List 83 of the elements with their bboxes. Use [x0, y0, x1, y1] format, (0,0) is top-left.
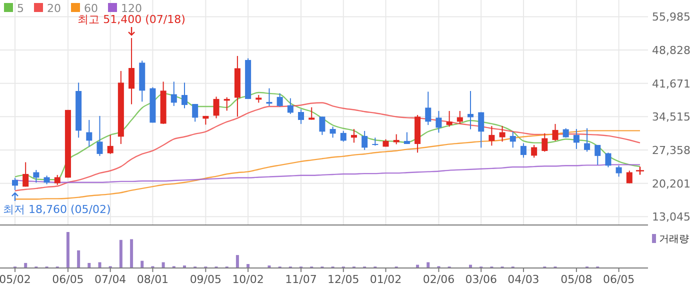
candlestick [488, 125, 495, 146]
candlestick [22, 162, 29, 188]
candlestick [128, 38, 135, 105]
y-tick-label: 27,358 [652, 144, 690, 157]
candlestick [456, 110, 463, 124]
x-tick-label: 05/08 [560, 273, 592, 286]
candlestick [266, 88, 272, 106]
y-tick-label: 41,671 [652, 77, 690, 90]
x-tick-label: 03/06 [465, 273, 497, 286]
legend-label: 60 [84, 2, 98, 15]
candlestick [605, 152, 612, 168]
candlestick [468, 90, 474, 130]
bar [236, 255, 239, 268]
candlestick [520, 142, 526, 158]
candlestick [478, 112, 484, 148]
legend-label: 20 [47, 2, 61, 15]
y-tick-label: 55,985 [652, 10, 690, 24]
candlestick [350, 128, 357, 144]
x-tick-label: 10/02 [232, 273, 264, 286]
x-tick-label: 07/04 [94, 273, 126, 286]
y-tick-label: 20,201 [652, 177, 690, 190]
candlestick [276, 92, 283, 108]
bar [426, 262, 430, 268]
x-tick-label: 12/05 [328, 273, 360, 286]
bar [66, 232, 70, 268]
bar [140, 260, 144, 268]
candlestick [404, 132, 410, 144]
candlestick [542, 132, 548, 152]
candlestick [192, 103, 198, 122]
bar [119, 240, 122, 268]
candlestick [584, 128, 590, 152]
y-tick-label: 13,045 [652, 210, 690, 224]
candlestick [86, 119, 92, 148]
candlestick [594, 144, 601, 166]
candlestick [330, 126, 336, 138]
bar [162, 262, 165, 268]
candlestick [287, 98, 294, 114]
candlestick [510, 131, 516, 148]
line-series [14, 130, 641, 200]
annotation: 최저 18,760 (05/02) [3, 203, 111, 216]
bar [98, 262, 102, 268]
candlestick [499, 125, 506, 142]
candlestick [626, 170, 632, 184]
legend-label: 거래량 [659, 234, 689, 245]
candlestick [170, 81, 177, 106]
candlestick [531, 144, 538, 158]
legend-label: 120 [121, 2, 142, 15]
candlestick [319, 116, 326, 136]
candlestick [213, 96, 220, 119]
x-tick-label: 05/02 [0, 273, 31, 286]
legend-label: 5 [17, 2, 24, 15]
candlestick [552, 123, 558, 142]
x-tick-label: 01/02 [370, 273, 402, 286]
candlestick [181, 82, 188, 109]
candlestick [54, 174, 60, 186]
bar [130, 239, 134, 268]
y-tick-label: 34,515 [652, 110, 690, 124]
candlestick [340, 130, 346, 142]
candlestick [425, 91, 432, 126]
candlestick [446, 110, 452, 128]
bar [24, 262, 28, 268]
candlestick [96, 115, 103, 156]
y-tick-label: 48,828 [652, 44, 690, 58]
candlestick [616, 165, 622, 178]
candlestick [33, 169, 40, 184]
candlestick [12, 177, 18, 191]
annotation: 최고 51,400 (07/18) [78, 13, 186, 26]
x-tick-label: 02/06 [422, 273, 455, 286]
x-tick-label: 06/05 [602, 273, 635, 286]
x-tick-label: 11/07 [285, 273, 317, 286]
bar [77, 250, 80, 268]
x-tick-label: 09/05 [190, 273, 222, 286]
x-tick-label: 04/03 [508, 273, 540, 286]
x-tick-label: 06/05 [52, 273, 84, 286]
candlestick [107, 134, 114, 154]
bar [88, 262, 91, 268]
candlestick [298, 108, 304, 124]
candlestick [573, 128, 580, 150]
x-tick-label: 08/01 [136, 273, 169, 286]
candlestick [436, 110, 442, 134]
candlestick [308, 106, 315, 120]
candlestick [393, 134, 400, 145]
candlestick [362, 130, 368, 150]
